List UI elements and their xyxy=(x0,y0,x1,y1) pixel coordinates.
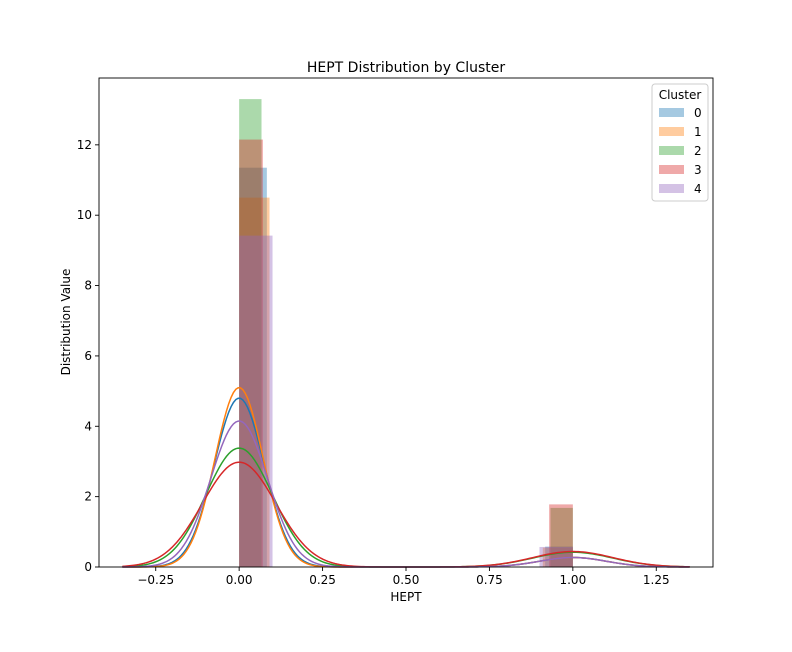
y-tick-label: 12 xyxy=(77,138,92,152)
legend-label-0: 0 xyxy=(694,106,702,120)
chart-title: HEPT Distribution by Cluster xyxy=(307,60,506,76)
bar-cluster-3-0 xyxy=(239,139,263,567)
legend-label-1: 1 xyxy=(694,125,702,139)
y-tick-label: 10 xyxy=(77,208,92,222)
y-tick-label: 0 xyxy=(84,560,92,574)
x-tick-label: 1.00 xyxy=(559,573,586,587)
x-tick-label: −0.25 xyxy=(137,573,174,587)
x-tick-label: 0.75 xyxy=(476,573,503,587)
bar-cluster-0-0 xyxy=(239,167,267,567)
bar-cluster-1-0 xyxy=(239,197,270,568)
x-tick-label: 0.25 xyxy=(309,573,336,587)
x-axis-ticks: −0.25 0.00 0.25 0.50 0.75 1.00 1.25 xyxy=(137,567,670,587)
x-axis-label: HEPT xyxy=(390,590,422,604)
y-axis-label: Distribution Value xyxy=(59,269,73,376)
y-tick-label: 6 xyxy=(84,349,92,363)
legend-label-4: 4 xyxy=(694,182,702,196)
legend-swatch-4 xyxy=(659,184,684,193)
y-axis-ticks: 0 2 4 6 8 10 12 xyxy=(77,138,99,574)
y-tick-label: 2 xyxy=(84,490,92,504)
legend-swatch-3 xyxy=(659,165,684,174)
legend-swatch-0 xyxy=(659,108,684,117)
x-tick-label: 0.00 xyxy=(226,573,253,587)
legend-swatch-1 xyxy=(659,127,684,136)
x-tick-label: 0.50 xyxy=(393,573,420,587)
legend: Cluster 0 1 2 3 4 xyxy=(651,83,709,202)
x-tick-label: 1.25 xyxy=(643,573,670,587)
y-tick-label: 4 xyxy=(84,419,92,433)
y-tick-label: 8 xyxy=(84,279,92,293)
legend-label-3: 3 xyxy=(694,163,702,177)
legend-items: 0 1 2 3 4 xyxy=(659,106,702,196)
legend-title: Cluster xyxy=(659,88,702,102)
legend-label-2: 2 xyxy=(694,144,702,158)
legend-box xyxy=(651,83,709,202)
legend-swatch-2 xyxy=(659,146,684,155)
